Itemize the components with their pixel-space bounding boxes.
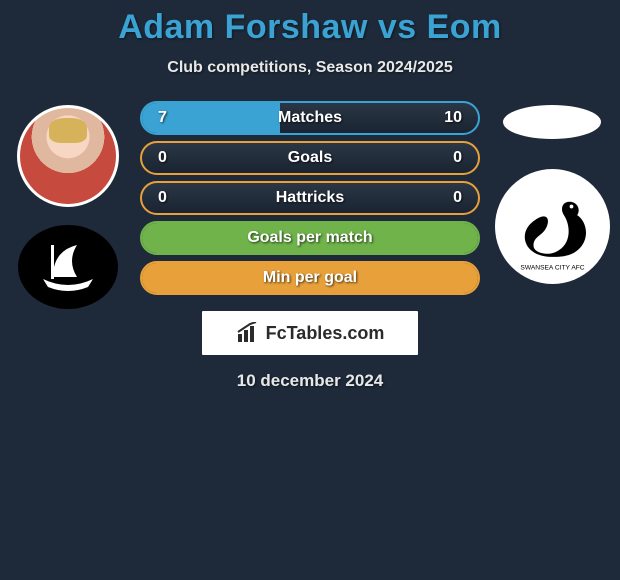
club-badge-left: [18, 225, 118, 309]
stat-bar-goals-per-match: Goals per match: [140, 221, 480, 255]
fctables-logo: FcTables.com: [202, 311, 418, 355]
page-title: Adam Forshaw vs Eom: [0, 0, 620, 47]
stat-bar-goals: 0Goals0: [140, 141, 480, 175]
right-player-column: SWANSEA CITY AFC: [492, 95, 612, 391]
left-player-column: [8, 95, 128, 391]
stat-value-right: 10: [438, 109, 462, 127]
fctables-logo-text: FcTables.com: [266, 323, 385, 344]
stat-label: Goals per match: [142, 229, 478, 247]
club-badge-right: SWANSEA CITY AFC: [495, 169, 610, 284]
player-avatar-right: [503, 105, 601, 139]
sailboat-icon: [33, 239, 103, 295]
subtitle: Club competitions, Season 2024/2025: [0, 59, 620, 77]
stat-label: Min per goal: [142, 269, 478, 287]
svg-text:SWANSEA CITY AFC: SWANSEA CITY AFC: [520, 264, 584, 271]
stat-value-right: 0: [438, 149, 462, 167]
stat-bar-min-per-goal: Min per goal: [140, 261, 480, 295]
stat-label: Hattricks: [142, 189, 478, 207]
stats-column: 7Matches100Goals00Hattricks0Goals per ma…: [128, 95, 492, 391]
swan-icon: SWANSEA CITY AFC: [505, 179, 600, 274]
stat-value-right: 0: [438, 189, 462, 207]
stat-label: Goals: [142, 149, 478, 167]
comparison-panel: 7Matches100Goals00Hattricks0Goals per ma…: [0, 95, 620, 391]
bar-chart-icon: [236, 322, 262, 344]
date-label: 10 december 2024: [138, 371, 482, 391]
stat-bar-hattricks: 0Hattricks0: [140, 181, 480, 215]
stat-label: Matches: [142, 109, 478, 127]
stat-bar-matches: 7Matches10: [140, 101, 480, 135]
player-avatar-left: [17, 105, 119, 207]
